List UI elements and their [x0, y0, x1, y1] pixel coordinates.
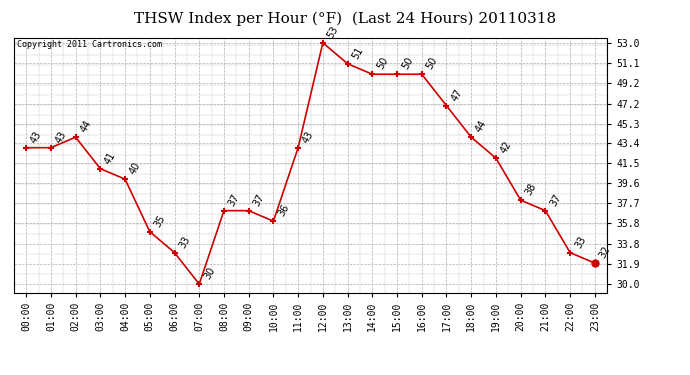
Text: 30: 30	[202, 266, 217, 281]
Text: 40: 40	[128, 161, 143, 176]
Text: 41: 41	[103, 150, 118, 166]
Text: 33: 33	[573, 234, 588, 250]
Text: THSW Index per Hour (°F)  (Last 24 Hours) 20110318: THSW Index per Hour (°F) (Last 24 Hours)…	[134, 11, 556, 26]
Text: 43: 43	[301, 129, 316, 145]
Text: 37: 37	[227, 192, 242, 208]
Text: 51: 51	[351, 45, 365, 61]
Text: 50: 50	[424, 56, 440, 72]
Text: 44: 44	[79, 119, 93, 134]
Text: 33: 33	[177, 234, 192, 250]
Text: 43: 43	[54, 129, 68, 145]
Text: 44: 44	[474, 119, 489, 134]
Text: 50: 50	[400, 56, 415, 72]
Text: 42: 42	[499, 140, 513, 155]
Text: 50: 50	[375, 56, 390, 72]
Text: 37: 37	[548, 192, 563, 208]
Text: 32: 32	[598, 244, 613, 260]
Text: 38: 38	[524, 182, 538, 197]
Text: 47: 47	[449, 87, 464, 103]
Text: Copyright 2011 Cartronics.com: Copyright 2011 Cartronics.com	[17, 40, 161, 49]
Text: 37: 37	[251, 192, 266, 208]
Text: 43: 43	[29, 129, 43, 145]
Text: 36: 36	[276, 203, 291, 218]
Text: 53: 53	[326, 24, 340, 40]
Text: 35: 35	[152, 213, 168, 229]
